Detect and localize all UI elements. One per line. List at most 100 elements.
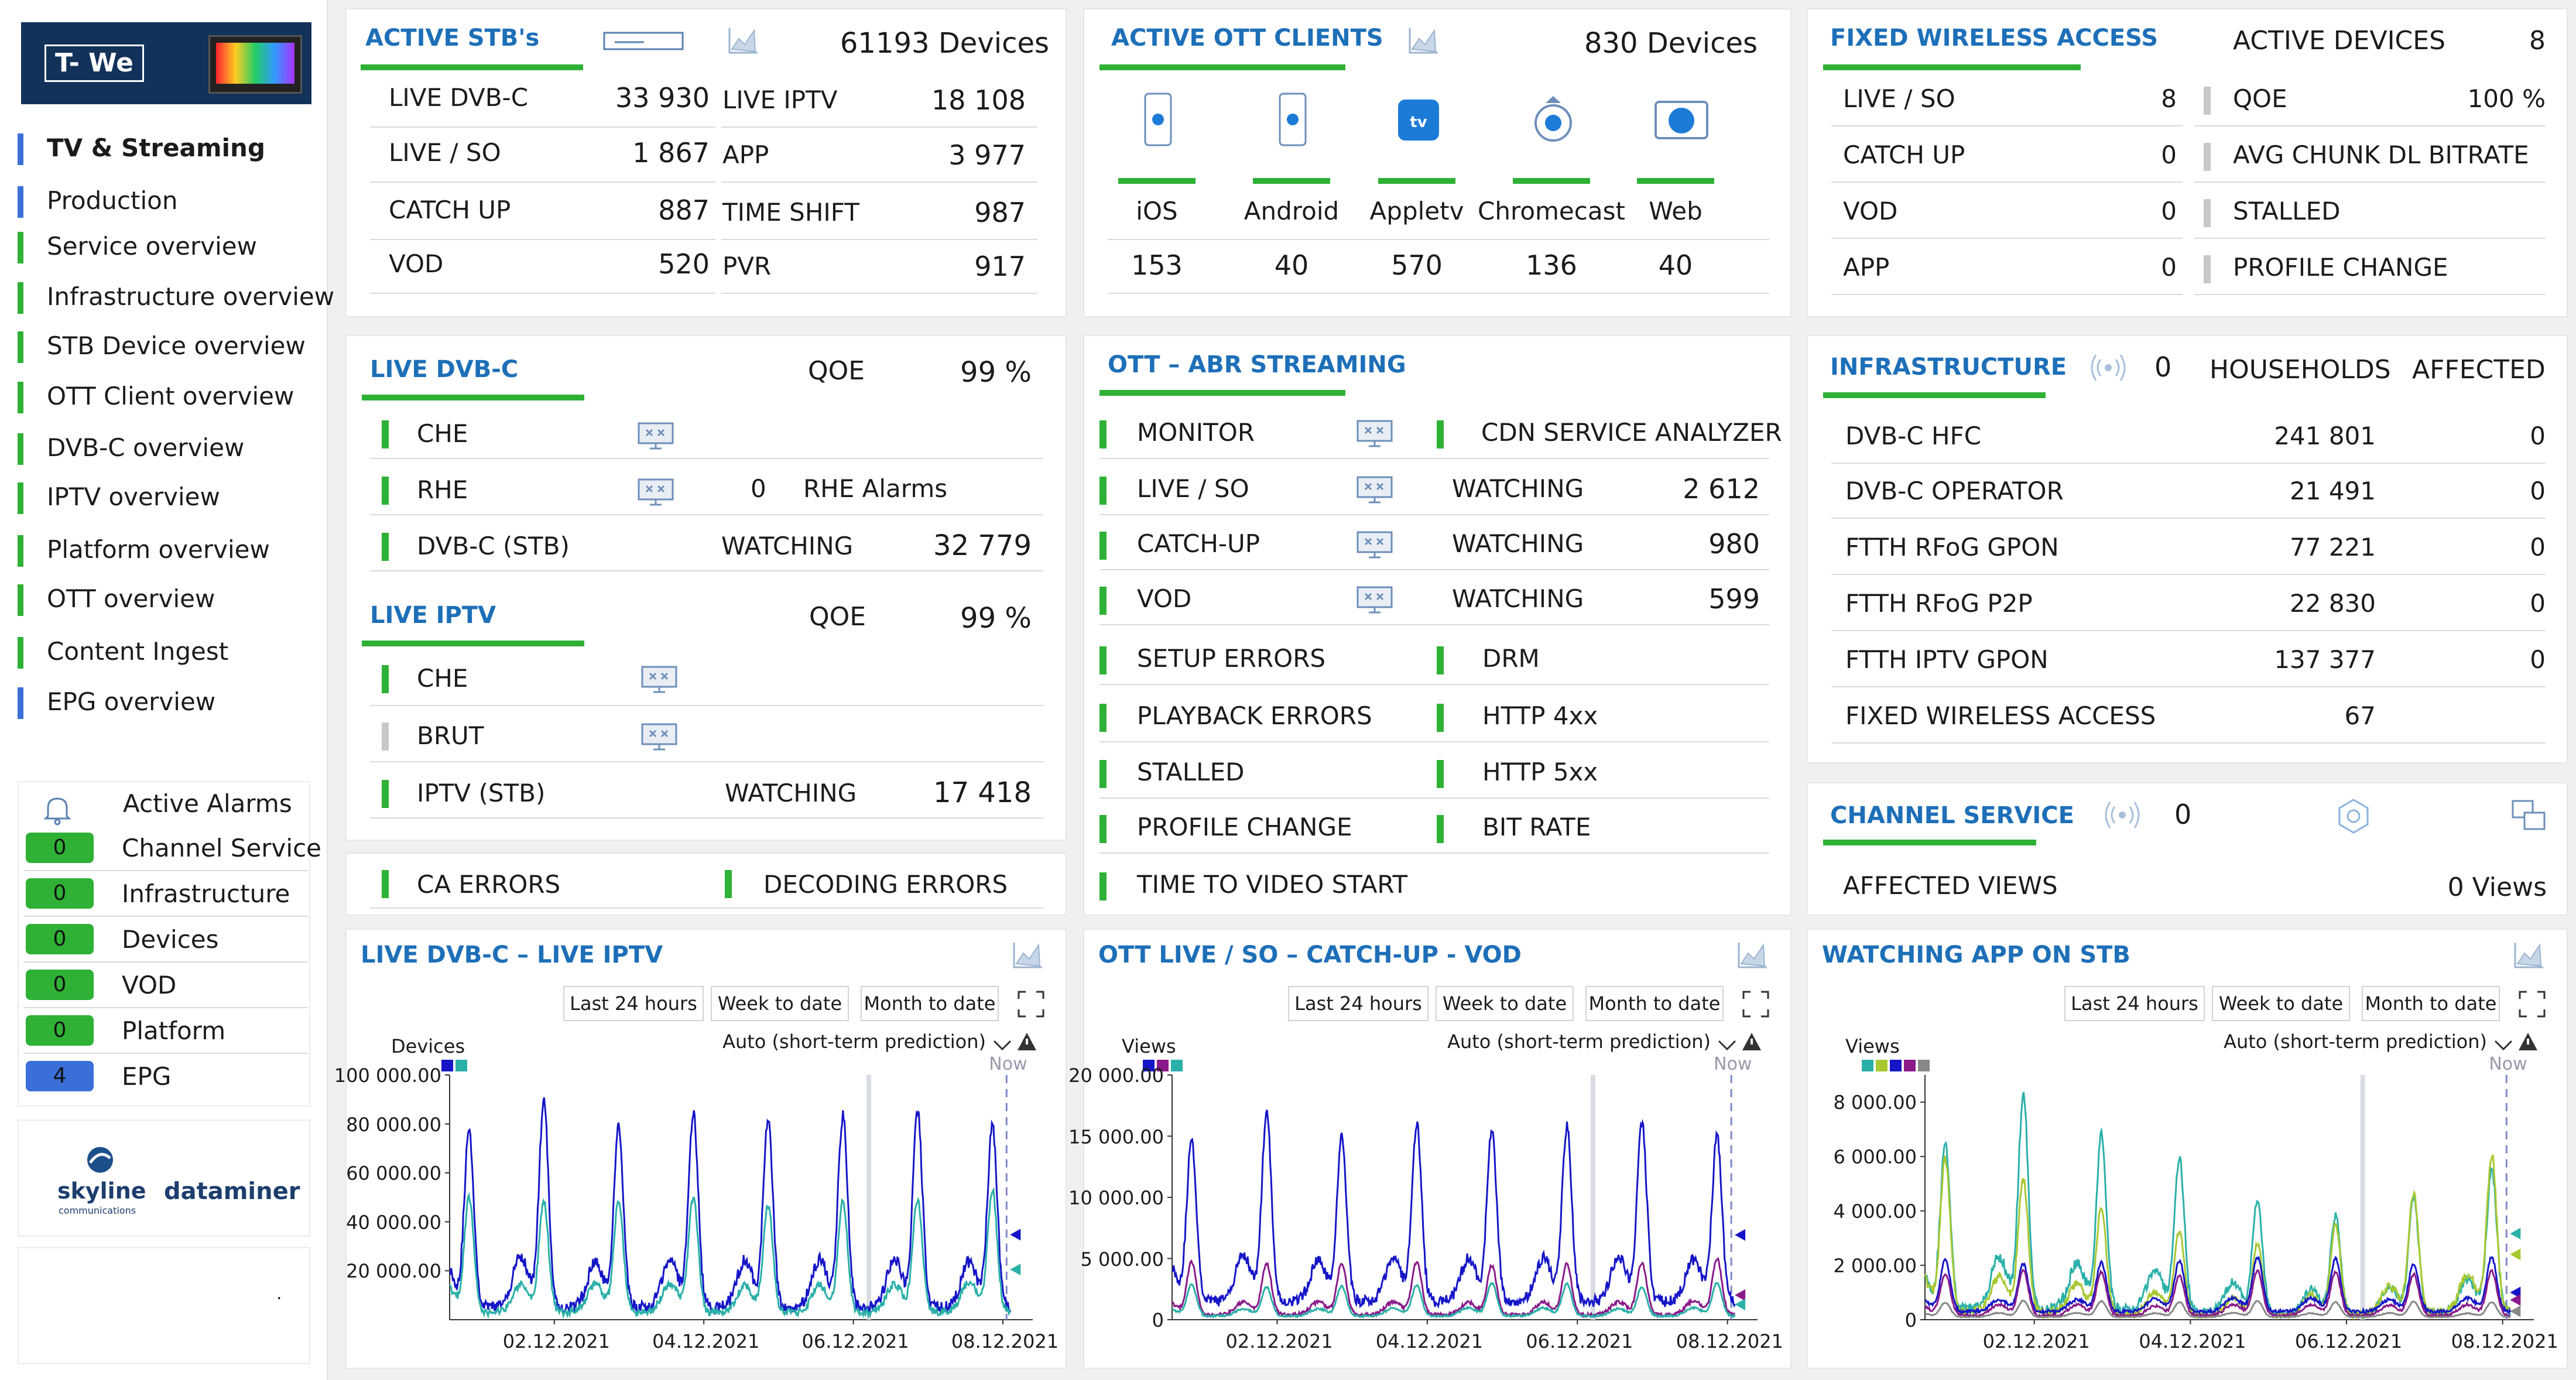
alarm-category-label[interactable]: Infrastructure: [122, 879, 290, 908]
chart-y-axis-label: Views: [1122, 1035, 1176, 1057]
fullscreen-icon[interactable]: [1741, 989, 1770, 1025]
fullscreen-icon[interactable]: [1016, 989, 1046, 1025]
line-chart[interactable]: [1084, 930, 1793, 1370]
legend-swatch[interactable]: [1890, 1060, 1902, 1071]
alarm-category-label[interactable]: VOD: [122, 971, 177, 999]
time-range-button[interactable]: Week to date: [2212, 986, 2350, 1021]
alarm-category-label[interactable]: Platform: [122, 1016, 226, 1045]
time-range-button[interactable]: Month to date: [861, 986, 999, 1021]
alarm-category-label[interactable]: Channel Service: [122, 834, 322, 862]
trend-chart-icon[interactable]: [727, 26, 760, 61]
trend-chart-icon[interactable]: [1736, 940, 1769, 975]
fullscreen-icon[interactable]: [2517, 989, 2547, 1025]
legend-swatch[interactable]: [1918, 1060, 1930, 1071]
abr-ttvs-label: TIME TO VIDEO START: [1137, 870, 1408, 899]
legend-swatch[interactable]: [1143, 1060, 1155, 1071]
nav-item[interactable]: OTT Client overview: [18, 382, 294, 413]
android-phone-icon[interactable]: [1268, 91, 1315, 156]
alarm-count-badge[interactable]: 0: [26, 1015, 94, 1046]
monitor-icon[interactable]: [1356, 475, 1393, 511]
nav-item[interactable]: OTT overview: [18, 584, 215, 616]
trend-chart-icon[interactable]: [1012, 940, 1044, 975]
fwa-metric-value: 100 %: [2467, 84, 2546, 113]
prediction-mode-select[interactable]: Auto (short-term prediction): [2224, 1030, 2487, 1053]
fwa-metric-label: LIVE / SO: [1843, 84, 1955, 113]
infrastructure-col-households: HOUSEHOLDS: [2210, 355, 2391, 385]
active-stb-total: 61193 Devices: [840, 27, 1049, 60]
time-range-button[interactable]: Last 24 hours: [1288, 986, 1429, 1021]
chart-title: LIVE DVB-C – LIVE IPTV: [361, 941, 663, 968]
series-end-marker: [2510, 1294, 2521, 1306]
ott-client-label: Appletv: [1369, 197, 1464, 225]
monitor-icon[interactable]: [1356, 419, 1393, 454]
time-range-button[interactable]: Last 24 hours: [563, 986, 704, 1021]
y-tick-label: 20 000.00: [1068, 1064, 1164, 1087]
legend-swatch[interactable]: [1157, 1060, 1169, 1071]
infra-affected-value: 0: [2530, 589, 2546, 618]
time-range-button[interactable]: Month to date: [2362, 986, 2500, 1021]
ott-client-value: 40: [1274, 249, 1309, 281]
time-range-button[interactable]: Last 24 hours: [2064, 986, 2205, 1021]
chevron-down-icon[interactable]: [992, 1033, 1013, 1060]
alarm-count-badge[interactable]: 4: [26, 1061, 94, 1091]
monitor-icon[interactable]: [637, 478, 674, 513]
infra-households-value: 137 377: [2274, 645, 2376, 674]
time-range-button[interactable]: Week to date: [1436, 986, 1574, 1021]
dvbc-rhe-alarms: RHE Alarms: [803, 474, 948, 503]
prediction-mode-select[interactable]: Auto (short-term prediction): [722, 1030, 986, 1053]
nav-item[interactable]: Infrastructure overview: [18, 282, 334, 314]
alarm-count-badge[interactable]: 0: [26, 833, 94, 863]
series-end-marker: [1010, 1228, 1021, 1241]
nav-item[interactable]: TV & Streaming: [18, 133, 265, 165]
nav-item[interactable]: EPG overview: [18, 687, 215, 719]
prediction-mode-select[interactable]: Auto (short-term prediction): [1447, 1030, 1711, 1053]
chevron-down-icon[interactable]: [1717, 1033, 1738, 1060]
copy-windows-icon[interactable]: [2510, 799, 2548, 840]
nav-item[interactable]: Service overview: [18, 232, 257, 263]
ott-client-value: 570: [1391, 249, 1443, 281]
legend-swatch[interactable]: [1904, 1060, 1916, 1071]
alarm-count-badge[interactable]: 0: [26, 970, 94, 1000]
trend-chart-icon[interactable]: [2513, 940, 2546, 975]
legend-swatch[interactable]: [1876, 1060, 1888, 1071]
nav-item[interactable]: Content Ingest: [18, 637, 228, 669]
nav-item[interactable]: STB Device overview: [18, 331, 306, 363]
alarm-category-label[interactable]: EPG: [122, 1062, 172, 1091]
appletv-icon[interactable]: tv: [1393, 91, 1444, 156]
ca-errors-label: CA ERRORS: [417, 870, 561, 899]
gear-hexagon-icon[interactable]: [2335, 797, 2372, 841]
legend-swatch[interactable]: [455, 1060, 467, 1071]
chart-y-axis-label: Devices: [391, 1035, 465, 1057]
now-label: Now: [1714, 1054, 1752, 1074]
web-browser-icon[interactable]: [1652, 91, 1711, 156]
alarm-count-badge[interactable]: 0: [26, 878, 94, 909]
y-tick-label: 15 000.00: [1068, 1125, 1164, 1148]
alarm-category-label[interactable]: Devices: [122, 925, 219, 954]
trend-chart-icon[interactable]: [1407, 26, 1440, 61]
nav-item[interactable]: DVB-C overview: [18, 433, 244, 465]
monitor-icon[interactable]: [1356, 530, 1393, 566]
affected-views-label: AFFECTED VIEWS: [1843, 871, 2058, 900]
chromecast-icon[interactable]: [1528, 91, 1578, 156]
time-range-button[interactable]: Week to date: [711, 986, 849, 1021]
cdn-service-analyzer-label[interactable]: CDN SERVICE ANALYZER: [1481, 418, 1782, 447]
nav-item[interactable]: Platform overview: [18, 535, 270, 567]
time-range-button[interactable]: Month to date: [1585, 986, 1724, 1021]
infra-households-value: 77 221: [2290, 533, 2376, 561]
legend-swatch[interactable]: [1171, 1060, 1183, 1071]
monitor-icon[interactable]: [637, 422, 674, 457]
nav-item[interactable]: IPTV overview: [18, 482, 220, 514]
tv-devices-icon: [208, 35, 302, 94]
line-chart[interactable]: [1808, 930, 2569, 1370]
app-logo[interactable]: T- We: [21, 22, 311, 104]
legend-swatch[interactable]: [441, 1060, 453, 1071]
monitor-icon[interactable]: [640, 665, 678, 700]
alarm-count-badge[interactable]: 0: [26, 924, 94, 954]
chevron-down-icon[interactable]: [2493, 1033, 2514, 1060]
nav-item[interactable]: Production: [18, 186, 177, 218]
monitor-icon[interactable]: [1356, 585, 1393, 621]
ios-phone-icon[interactable]: [1133, 91, 1180, 156]
legend-swatch[interactable]: [1862, 1060, 1873, 1071]
line-chart[interactable]: [347, 930, 1068, 1370]
monitor-icon[interactable]: [640, 722, 678, 758]
